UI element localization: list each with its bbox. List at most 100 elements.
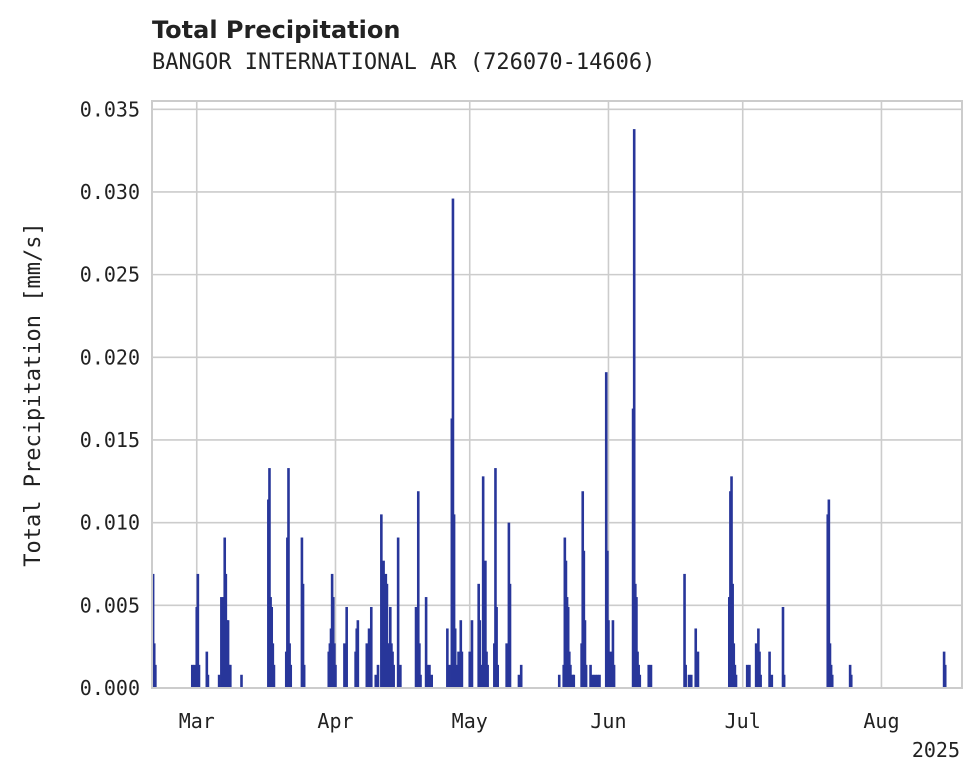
precip-bar [684,664,687,688]
precip-bar [376,664,380,688]
precip-bar [190,664,194,688]
x-tick-label: Aug [863,709,899,733]
precip-bar [206,674,210,688]
x-tick-label: May [452,709,488,733]
precip-bar [604,372,608,688]
y-tick-label: 0.035 [80,97,140,121]
precip-bar [457,651,460,688]
precip-bar [302,664,306,688]
precip-bar [748,664,751,688]
precip-bar [345,606,348,688]
precip-bar [593,674,597,688]
precip-bar [649,664,653,688]
precip-bar [589,664,592,688]
precip-bar [479,664,483,688]
precip-bar [430,674,433,688]
precip-bar [468,651,472,688]
precip-bar [612,664,616,688]
precip-bar [196,573,200,688]
precip-bar [428,664,431,688]
precip-bar [635,597,638,688]
precip-bar [694,628,698,688]
precip-bar [151,573,155,688]
precip-bar [446,628,449,688]
precip-bar [418,643,421,688]
precip-bar [197,664,201,688]
precip-bar [380,514,383,688]
precip-bar [365,643,369,688]
y-tick-label: 0.005 [80,593,140,617]
precip-bar [495,606,498,688]
precip-bar [205,651,209,688]
y-tick-labels: 0.000 0.005 0.010 0.015 0.020 0.025 0.030 0.035 [80,97,140,700]
precipitation-bars [151,129,947,688]
precip-bar [849,674,853,688]
y-tick-label: 0.015 [80,428,140,452]
precip-bar [647,664,651,688]
precip-bar [611,620,615,688]
precip-bar [481,476,485,688]
precip-bar [781,606,785,688]
grid-lines [152,101,962,689]
precip-bar [452,514,456,688]
y-tick-label: 0.010 [80,511,140,535]
precip-bar [582,550,586,688]
precip-bar [517,674,521,688]
precip-bar [229,664,232,688]
y-axis-label: Total Precipitation [mm/s] [21,222,46,566]
chart-title: Total Precipitation [152,16,401,44]
precip-bar [470,620,474,688]
y-tick-label: 0.020 [80,345,140,369]
y-tick-label: 0.025 [80,263,140,287]
precip-bar [508,583,512,688]
precip-bar [768,651,771,688]
precip-bar [343,643,346,688]
precip-bar [289,664,293,688]
precip-bar [583,620,587,688]
chart-subtitle: BANGOR INTERNATIONAL AR (726070-14606) [152,50,656,75]
x-tick-labels: Mar Apr May Jun Jul Aug [179,709,900,733]
precip-bar [268,468,271,688]
precip-bar [484,560,487,688]
precip-bar [367,628,371,688]
y-tick-label: 0.030 [80,180,140,204]
precip-bar [448,664,451,688]
precip-bar [689,674,693,688]
precip-bar [478,620,482,688]
precip-bar [759,674,762,688]
precip-bar [374,674,378,688]
precip-bar [331,597,335,688]
precip-bar [595,674,599,688]
precip-bar [419,674,422,688]
precip-bar [943,664,947,688]
precip-bar [687,674,691,688]
precip-bar [453,628,457,688]
precip-bar [519,664,523,688]
precip-bar [683,573,686,688]
precip-bar [770,674,774,688]
precip-bar [455,664,458,688]
precip-bar [356,620,360,688]
precip-bar [730,476,733,688]
precip-bar [399,664,402,688]
precip-bar [758,651,761,688]
precip-bar [830,674,834,688]
precip-bar [607,620,610,688]
precip-bar [734,674,738,688]
precip-bar [496,664,500,688]
precip-bar [731,583,734,688]
precip-bar [424,597,428,688]
precip-bar [632,129,636,688]
precip-bar [782,674,786,688]
precip-bar [566,606,570,688]
precip-bar [220,597,223,688]
precip-bar [226,620,230,688]
precip-bar [494,468,497,688]
x-tick-label: Jul [725,709,761,733]
precip-bar [569,664,572,688]
precip-bar [638,674,642,688]
precip-bar [369,606,373,688]
precip-bar [606,550,609,688]
precip-bar [745,664,749,688]
precip-bar [217,674,221,688]
